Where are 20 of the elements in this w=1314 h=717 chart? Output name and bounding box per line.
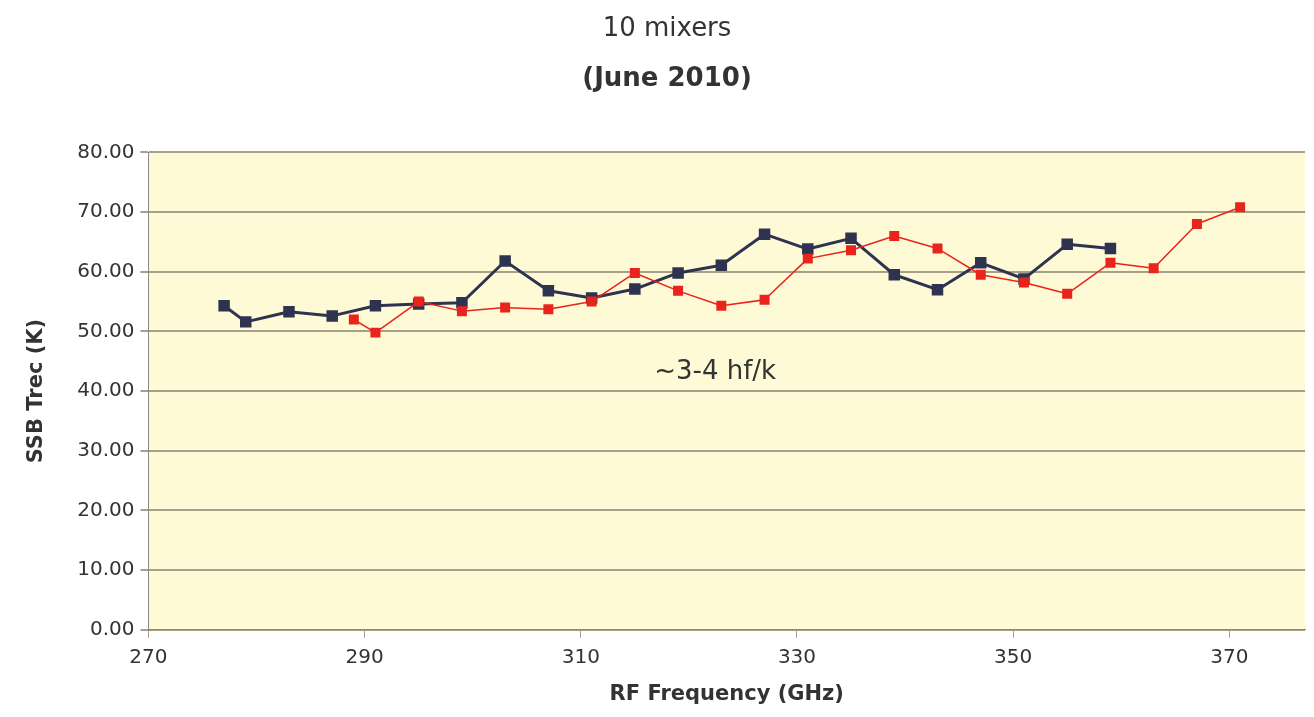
y-axis-title: SSB Trec (K) <box>23 318 48 464</box>
y-tick-label: 30.00 <box>77 436 135 461</box>
x-axis-title: RF Frequency (GHz) <box>609 680 844 705</box>
chart-subtitle: (June 2010) <box>582 61 752 92</box>
y-tick-label: 10.00 <box>77 556 135 581</box>
y-tick-label: 70.00 <box>77 198 135 223</box>
x-tick-label: 370 <box>1210 644 1249 668</box>
y-tick-label: 40.00 <box>77 377 135 402</box>
y-tick-label: 20.00 <box>77 496 135 521</box>
y-tick-label: 50.00 <box>77 317 135 342</box>
x-tick-label: 310 <box>561 644 600 668</box>
annotation: ~3-4 hf/k <box>654 354 777 385</box>
y-tick-label: 60.00 <box>77 257 135 282</box>
chart-title: 10 mixers <box>602 12 732 43</box>
x-tick-label: 270 <box>129 644 168 668</box>
x-tick-label: 330 <box>777 644 817 668</box>
x-tick-label: 290 <box>345 644 384 668</box>
x-tick-label: 350 <box>994 644 1033 668</box>
y-tick-label: 80.00 <box>77 138 135 163</box>
y-tick-label: 0.00 <box>89 616 135 640</box>
